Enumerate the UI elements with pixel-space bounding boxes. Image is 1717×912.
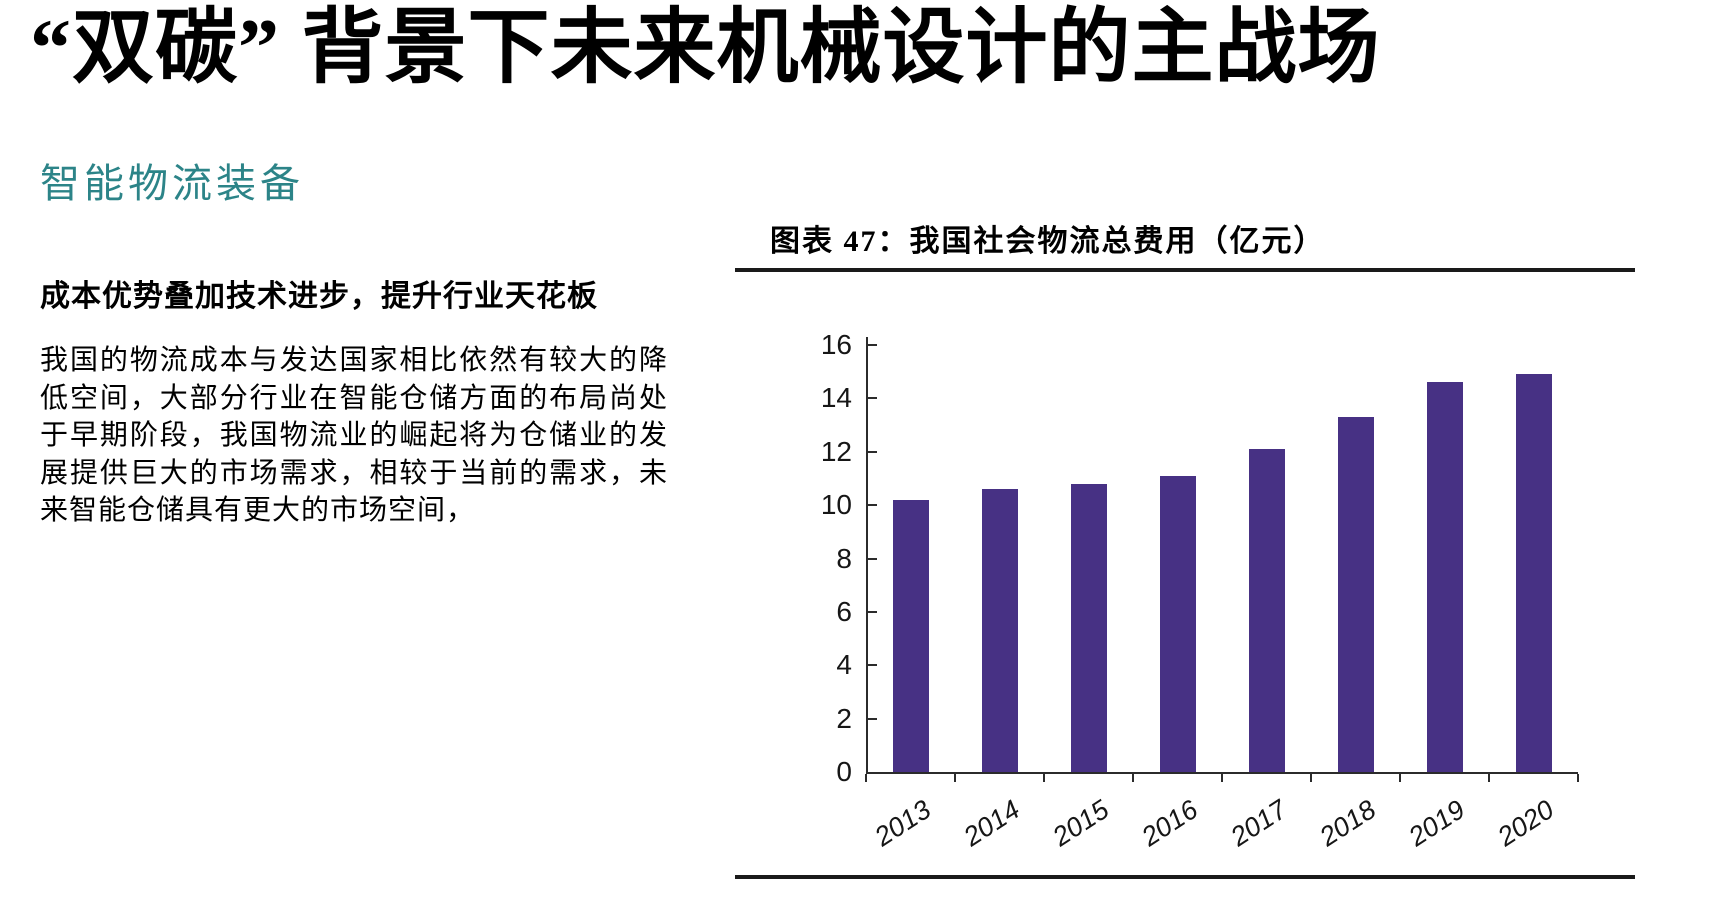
chart-bottom-rule <box>735 875 1635 879</box>
y-axis-tick <box>868 557 877 560</box>
x-axis-tick <box>1399 774 1401 782</box>
x-axis-tick <box>1132 774 1134 782</box>
y-axis-tick <box>868 717 877 720</box>
bar-2015 <box>1070 483 1107 772</box>
x-axis-tick <box>1488 774 1490 782</box>
x-tick-label: 2017 <box>1224 794 1292 853</box>
y-tick-label: 6 <box>836 595 852 627</box>
bar-2018 <box>1337 417 1374 772</box>
bar-2016 <box>1159 475 1196 772</box>
y-axis-tick <box>868 504 877 507</box>
x-tick-label: 2013 <box>868 794 936 853</box>
y-axis-line <box>866 337 868 774</box>
y-axis-tick <box>868 344 877 346</box>
y-tick-label: 10 <box>820 489 852 521</box>
page-title: “双碳” 背景下未来机械设计的主战场 <box>30 2 1381 93</box>
x-axis-tick <box>865 774 867 782</box>
x-tick-label: 2020 <box>1491 794 1559 853</box>
x-axis-tick <box>1310 774 1312 782</box>
section-heading: 智能物流装备 <box>40 161 304 206</box>
y-tick-label: 12 <box>820 435 852 467</box>
y-axis-tick <box>868 450 877 453</box>
x-axis-tick <box>954 774 956 782</box>
y-tick-label: 14 <box>820 382 852 414</box>
y-tick-label: 0 <box>836 756 852 787</box>
y-axis-tick <box>868 610 877 613</box>
article-subheading: 成本优势叠加技术进步，提升行业天花板 <box>40 280 598 313</box>
y-axis-tick <box>868 397 877 400</box>
y-tick-label: 8 <box>836 542 852 574</box>
y-tick-label: 2 <box>836 702 852 734</box>
bar-2020 <box>1515 374 1552 772</box>
y-tick-label: 4 <box>836 649 852 681</box>
x-axis-tick <box>1043 774 1045 782</box>
x-tick-label: 2015 <box>1046 794 1114 853</box>
chart-title-rule <box>735 268 1635 272</box>
chart-figure: 图表 47：我国社会物流总费用（亿元） 0 2 4 6 8 10 12 14 16 2013 201… <box>735 222 1635 886</box>
y-tick-label: 16 <box>820 329 852 360</box>
bar-2013 <box>892 499 929 772</box>
bar-2019 <box>1426 382 1463 772</box>
x-axis-tick <box>1221 774 1223 782</box>
bar-2014 <box>981 489 1018 772</box>
bar-2017 <box>1248 449 1285 772</box>
x-axis-line <box>866 772 1578 774</box>
x-tick-label: 2019 <box>1402 794 1470 853</box>
x-tick-label: 2014 <box>957 794 1025 853</box>
article-paragraph: 我国的物流成本与发达国家相比依然有较大的降低空间，大部分行业在智能仓储方面的布局… <box>40 345 668 526</box>
y-axis-tick <box>868 664 877 667</box>
chart-title: 图表 47：我国社会物流总费用（亿元） <box>770 225 1326 258</box>
x-tick-label: 2018 <box>1313 794 1381 853</box>
x-tick-label: 2016 <box>1135 794 1203 853</box>
x-axis-tick <box>1577 774 1579 782</box>
bar-chart-plot: 0 2 4 6 8 10 12 14 16 2013 2014 2015 2016 2017 2018 201… <box>735 272 1635 886</box>
